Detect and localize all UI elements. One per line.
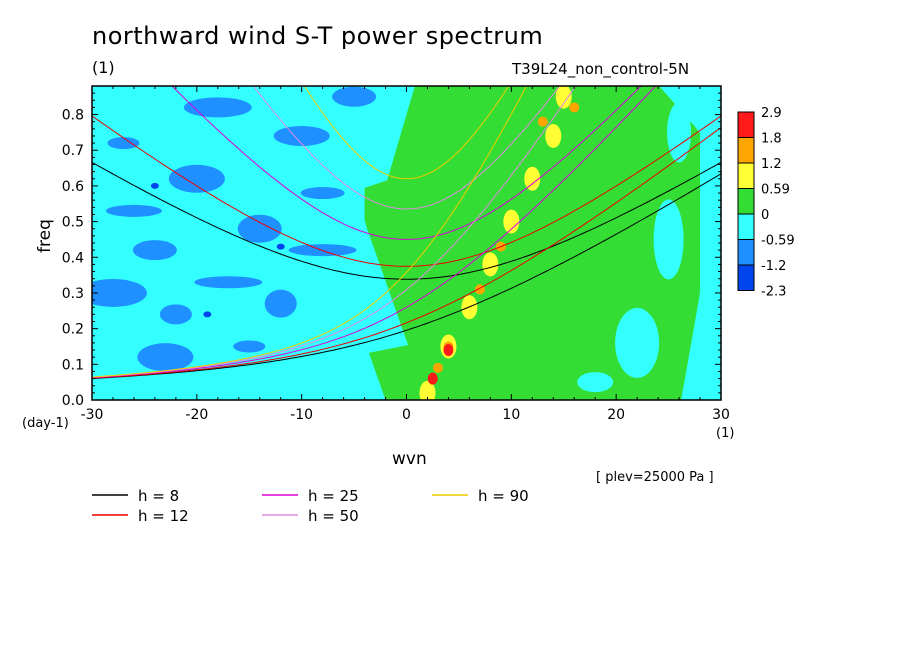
power-field bbox=[92, 86, 721, 400]
cyan-patch bbox=[653, 199, 684, 280]
pressure-level-note: [ plev=25000 Pa ] bbox=[596, 470, 714, 485]
mrg-wave-curve bbox=[92, 127, 721, 379]
y-tick-label: 0.7 bbox=[62, 143, 84, 159]
y-tick-label: 0.1 bbox=[62, 357, 84, 373]
colorbar-label: 1.8 bbox=[761, 132, 782, 147]
x-tick-label: 30 bbox=[712, 407, 730, 423]
gravity-wave-curve bbox=[252, 86, 561, 210]
mrg-wave-curve bbox=[92, 86, 657, 379]
negative-patch bbox=[300, 187, 345, 200]
negative-patch bbox=[332, 86, 377, 107]
negative-patch bbox=[105, 204, 162, 217]
negative-patch bbox=[168, 164, 225, 193]
cyan-patch bbox=[667, 102, 692, 163]
negative-patch bbox=[92, 278, 147, 307]
x-tick-label: -20 bbox=[185, 407, 208, 423]
negative-patch bbox=[107, 137, 140, 150]
colorbar-label: -0.59 bbox=[761, 234, 795, 249]
mrg-wave-curve bbox=[92, 173, 721, 379]
ridge-patch bbox=[503, 209, 520, 234]
colorbar-swatch bbox=[737, 111, 755, 138]
x-unit-left: (day-1) bbox=[22, 416, 69, 431]
colorbar-label: 1.2 bbox=[761, 157, 782, 172]
cyan-patch bbox=[577, 372, 614, 393]
legend-label: h = 90 bbox=[478, 487, 529, 505]
negative-patch bbox=[237, 214, 282, 243]
colorbar-label: 2.9 bbox=[761, 106, 782, 121]
mrg-wave-curve bbox=[92, 86, 577, 378]
negative-patch bbox=[132, 240, 177, 261]
ridge-high-patch bbox=[432, 362, 443, 373]
strong-negative-patch bbox=[203, 311, 212, 318]
legend-label: h = 12 bbox=[138, 507, 189, 525]
colorbar-swatch bbox=[737, 188, 755, 215]
axes: -30 -20 -10 0 10 20 30 0.0 0.1 0.2 0.3 0.4 0.5 0.6 0.7… bbox=[62, 86, 730, 423]
negative-patch bbox=[264, 289, 297, 318]
negative-patch bbox=[159, 304, 192, 325]
strong-negative-patch bbox=[150, 182, 159, 189]
y-tick-label: 0.2 bbox=[62, 322, 84, 338]
ridge-high-patch bbox=[537, 116, 548, 127]
y-tick-label: 0.3 bbox=[62, 286, 84, 302]
y-unit-label: (1) bbox=[92, 58, 115, 77]
y-tick-label: 0.4 bbox=[62, 250, 84, 266]
gravity-wave-curve bbox=[92, 161, 721, 280]
gravity-wave-curve bbox=[303, 86, 510, 180]
colorbar-label: 0 bbox=[761, 208, 769, 223]
ridge-patch bbox=[482, 252, 499, 277]
gravity-wave-curve bbox=[92, 115, 721, 267]
y-tick-label: 0.5 bbox=[62, 215, 84, 231]
ridge-patch bbox=[545, 123, 562, 148]
x-tick-label: 0 bbox=[402, 407, 411, 423]
x-unit-right: (1) bbox=[716, 426, 735, 441]
mrg-wave-curve bbox=[92, 86, 528, 378]
colorbar-swatch bbox=[737, 264, 755, 291]
ridge-patch bbox=[524, 166, 541, 191]
colorbar-swatch bbox=[737, 137, 755, 164]
colorbar-label: 0.59 bbox=[761, 183, 790, 198]
y-tick-label: 0.6 bbox=[62, 179, 84, 195]
negative-patch bbox=[273, 125, 330, 146]
colorbar-swatch bbox=[737, 239, 755, 266]
x-tick-label: 10 bbox=[502, 407, 520, 423]
case-label: T39L24_non_control-5N bbox=[512, 60, 690, 78]
y-tick-label: 0.0 bbox=[62, 393, 84, 409]
ridge-patch bbox=[555, 86, 572, 109]
colorbar-swatch bbox=[737, 213, 755, 240]
colorbar-swatch bbox=[737, 162, 755, 189]
gravity-wave-curve bbox=[171, 86, 642, 240]
chart-title: northward wind S-T power spectrum bbox=[92, 22, 544, 50]
negative-patch bbox=[137, 343, 194, 372]
ridge-peak-patch bbox=[443, 344, 454, 357]
x-tick-label: -30 bbox=[81, 407, 104, 423]
x-axis-label: wvn bbox=[392, 449, 427, 469]
negative-patch bbox=[194, 276, 263, 289]
strong-negative-patch bbox=[276, 243, 285, 250]
negative-patch bbox=[183, 97, 252, 118]
x-tick-label: -10 bbox=[290, 407, 313, 423]
positive-region bbox=[364, 86, 701, 400]
colorbar-label: -2.3 bbox=[761, 285, 786, 300]
legend: h = 8 h = 12 h = 25 h = 50 h = 90 bbox=[92, 487, 529, 525]
colorbar-label: -1.2 bbox=[761, 259, 786, 274]
colorbar: 2.9 1.8 1.2 0.59 0 -0.59 -1.2 -2.3 bbox=[737, 106, 795, 300]
negative-patch bbox=[233, 340, 266, 353]
x-tick-label: 20 bbox=[607, 407, 625, 423]
ridge-peak-patch bbox=[427, 372, 438, 385]
legend-label: h = 8 bbox=[138, 487, 179, 505]
ridge-high-patch bbox=[569, 102, 580, 113]
cyan-patch bbox=[615, 307, 660, 378]
legend-label: h = 50 bbox=[308, 507, 359, 525]
ridge-patch bbox=[419, 380, 436, 400]
dispersion-curves bbox=[92, 86, 721, 379]
legend-label: h = 25 bbox=[308, 487, 359, 505]
y-tick-label: 0.8 bbox=[62, 108, 84, 124]
